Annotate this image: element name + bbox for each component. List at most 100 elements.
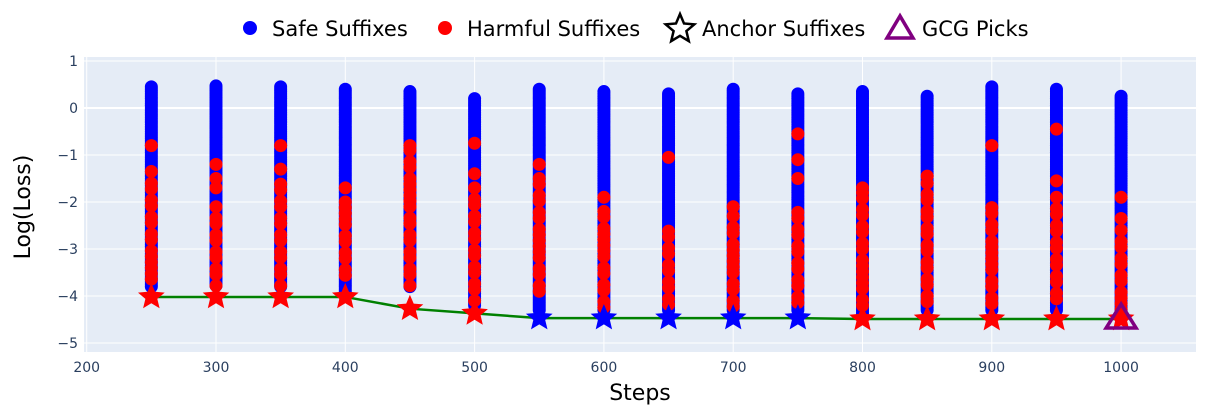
harmful-suffix-point <box>791 245 805 259</box>
anchor-star <box>202 282 230 309</box>
harmful-suffix-point <box>209 217 223 231</box>
harmful-suffix-point <box>1049 190 1063 204</box>
harmful-suffix-point <box>209 250 223 264</box>
harmful-suffix-point <box>985 280 999 294</box>
harmful-suffix-point <box>468 167 482 181</box>
harmful-suffix-point <box>856 191 869 205</box>
harmful-suffix-point <box>144 182 158 196</box>
harmful-suffix-point <box>144 216 158 230</box>
harmful-suffix-point <box>791 279 805 293</box>
anchor-star <box>461 299 488 325</box>
harmful-suffix-point <box>468 282 482 296</box>
harmful-suffix-point <box>209 181 223 195</box>
harmful-suffix-point <box>597 283 611 297</box>
harmful-suffix-point <box>403 250 417 264</box>
harmful-suffix-point <box>468 249 482 263</box>
y-axis-title: Log(Loss) <box>11 155 36 260</box>
legend-label: Harmful Suffixes <box>467 17 640 41</box>
harmful-suffix-point <box>532 177 546 191</box>
harmful-suffix-point <box>274 267 288 281</box>
legend-label: Safe Suffixes <box>272 17 408 41</box>
anchor-star <box>1107 305 1135 331</box>
harmful-suffix-point <box>791 127 805 141</box>
legend-label: GCG Picks <box>922 17 1029 41</box>
x-tick-label: 800 <box>849 360 876 376</box>
y-tick-label: −5 <box>57 336 78 352</box>
harmful-suffix-point <box>1114 257 1128 271</box>
harmful-suffix-point <box>597 210 611 224</box>
harmful-suffix-point <box>791 153 805 167</box>
harmful-suffix-point <box>209 200 223 214</box>
harmful-suffix-point <box>856 225 869 239</box>
harmful-suffix-point <box>532 267 546 281</box>
harmful-suffix-point <box>403 160 417 174</box>
harmful-suffix-point <box>274 250 288 264</box>
harmful-suffix-point <box>1049 292 1063 306</box>
harmful-suffix-point <box>144 139 158 153</box>
harmful-suffix-point <box>274 162 288 176</box>
harmful-suffix-point <box>1049 258 1063 272</box>
plot-background <box>84 57 1196 352</box>
harmful-suffix-point <box>1114 223 1128 237</box>
harmful-suffix-point <box>338 181 352 195</box>
anchor-star <box>978 305 1006 331</box>
harmful-suffix-point <box>920 193 934 207</box>
x-tick-label: 400 <box>332 360 359 376</box>
harmful-suffix-point <box>338 251 352 265</box>
anchor-star <box>719 304 747 330</box>
marks <box>138 79 1140 331</box>
x-axis-title: Steps <box>609 381 671 406</box>
harmful-suffix-point <box>144 199 158 213</box>
legend: Safe Suffixes Harmful Suffixes Anchor Suff… <box>243 10 1029 44</box>
harmful-suffix-point <box>209 157 223 171</box>
y-tick-label: 0 <box>69 101 78 117</box>
anchor-star <box>1043 305 1070 331</box>
harmful-suffix-point <box>662 281 676 295</box>
harmful-suffix-point <box>209 234 223 248</box>
legend-star-icon <box>662 10 698 44</box>
y-tick-label: −1 <box>57 148 78 164</box>
harmful-suffix-point <box>985 206 999 220</box>
harmful-suffix-point <box>274 183 288 197</box>
harmful-suffix-point <box>403 267 417 281</box>
y-tick-label: −2 <box>57 195 78 211</box>
harmful-suffix-point <box>597 190 611 204</box>
harmful-suffix-point <box>985 263 999 277</box>
harmful-suffix-point <box>856 281 869 295</box>
harmful-suffix-point <box>532 157 546 171</box>
harmful-suffix-point <box>662 150 676 164</box>
harmful-suffix-point <box>532 284 546 298</box>
gcg-pick-triangle <box>1102 300 1140 330</box>
y-tick-label: 1 <box>69 54 78 70</box>
harmful-suffix-point <box>274 234 288 248</box>
harmful-suffix-point <box>1049 241 1063 255</box>
harmful-suffix-point <box>338 234 352 248</box>
anchor-star <box>655 304 682 330</box>
harmful-suffix-point <box>209 267 223 281</box>
harmful-suffix-point <box>597 250 611 264</box>
harmful-suffix-point <box>985 139 999 153</box>
anchor-line <box>151 295 1122 321</box>
harmful-suffix-point <box>468 232 482 246</box>
harmful-suffix-point <box>209 172 223 185</box>
harmful-suffix-point <box>403 217 417 231</box>
harmful-suffix-point <box>532 250 546 264</box>
harmful-suffix-point <box>144 164 158 178</box>
harmful-suffix-point <box>985 223 999 237</box>
harmful-suffix-point <box>662 247 676 261</box>
anchor-star <box>913 305 941 331</box>
harmful-suffix-point <box>791 296 805 310</box>
legend-circle-icon <box>243 21 257 35</box>
harmful-suffix-point <box>726 266 740 279</box>
x-tick-label: 200 <box>73 360 100 376</box>
harmful-suffix-point <box>856 208 869 222</box>
harmful-suffix-point <box>403 139 417 153</box>
harmful-suffix-point <box>1049 207 1063 221</box>
harmful-suffix-point <box>856 242 869 256</box>
harmful-suffix-point <box>1114 274 1128 288</box>
harmful-suffix-point <box>920 295 934 309</box>
y-tick-label: −4 <box>57 289 78 305</box>
anchor-star <box>138 282 165 309</box>
harmful-suffix-point <box>403 234 417 248</box>
anchor-star <box>784 304 812 330</box>
